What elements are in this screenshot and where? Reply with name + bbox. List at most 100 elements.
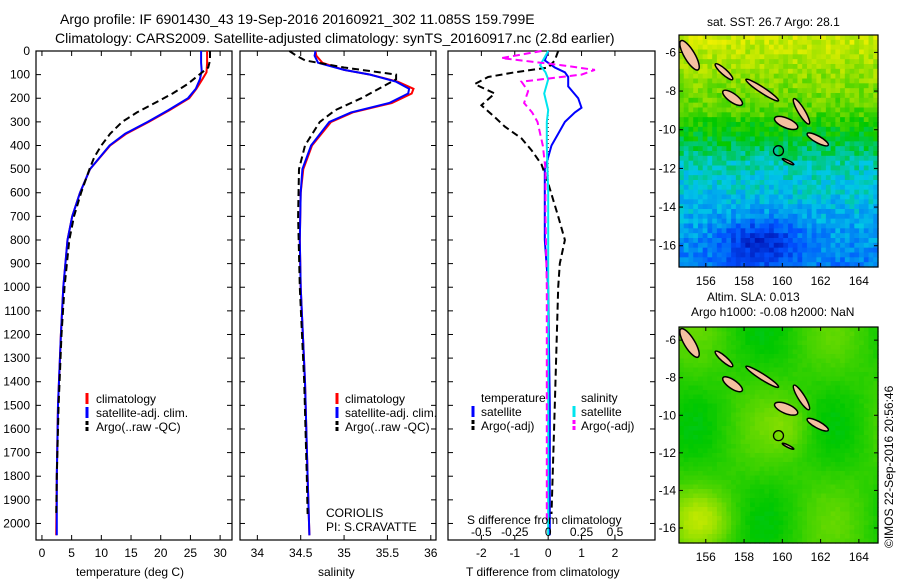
map-cell — [707, 448, 713, 454]
map-cell — [716, 417, 723, 423]
map-cell — [712, 466, 718, 472]
map-cell — [740, 49, 746, 55]
map-cell — [773, 475, 780, 481]
map-cell — [802, 189, 808, 196]
map-cell — [764, 39, 770, 46]
map-cell — [840, 358, 846, 364]
map-cell — [844, 493, 851, 499]
map-cell — [783, 336, 789, 342]
map-cell — [806, 354, 813, 360]
map-cell — [868, 35, 874, 41]
map-cell — [683, 180, 690, 186]
map-cell — [721, 117, 727, 123]
map-cell — [849, 484, 855, 490]
map-cell — [873, 199, 879, 205]
map-cell — [726, 484, 732, 490]
map-cell — [693, 498, 699, 504]
map-cell — [697, 107, 704, 113]
map-cell — [797, 516, 803, 522]
map-cell — [726, 516, 732, 522]
map-cell — [854, 59, 860, 65]
map-cell — [693, 97, 699, 104]
map-cell — [830, 184, 836, 191]
map-cell — [783, 502, 789, 508]
map-cell — [802, 448, 808, 454]
map-cell — [787, 189, 794, 196]
map-cell — [868, 218, 874, 225]
map-cell — [792, 180, 799, 186]
map-cell — [849, 238, 855, 244]
map-cell — [773, 444, 780, 450]
map-cell — [854, 327, 860, 333]
map-cell — [873, 107, 879, 113]
map-cell — [731, 358, 737, 364]
map-cell — [859, 412, 865, 418]
map-cell — [825, 88, 832, 94]
map-cell — [721, 59, 727, 65]
map-cell — [797, 126, 803, 133]
map-cell — [821, 430, 827, 436]
map-cell — [697, 247, 704, 254]
map-cell — [787, 78, 794, 84]
map-cell — [816, 358, 822, 364]
map-cell — [731, 73, 737, 80]
map-cell — [712, 78, 718, 84]
map-cell — [688, 367, 694, 373]
map-cell — [840, 426, 846, 432]
map-cell — [778, 529, 784, 535]
map-cell — [745, 453, 751, 459]
map-cell — [873, 180, 879, 186]
map-cell — [726, 170, 732, 176]
map-cell — [859, 511, 865, 517]
map-cell — [783, 529, 789, 535]
map-cell — [835, 160, 841, 167]
map-cell — [778, 430, 784, 436]
x-tick-label: 34.5 — [289, 546, 313, 560]
map-cell — [750, 466, 756, 472]
map-cell — [797, 327, 803, 333]
map-cell — [721, 453, 727, 459]
map-cell — [844, 228, 851, 234]
map-cell — [787, 242, 794, 249]
map-cell — [816, 385, 822, 391]
map-cell — [740, 238, 746, 244]
map-cell — [821, 475, 827, 481]
map-cell — [688, 155, 694, 162]
map-cell — [688, 466, 694, 472]
map-cell — [792, 529, 799, 535]
map-cell — [849, 444, 855, 450]
map-cell — [859, 520, 865, 526]
map-cell — [754, 64, 761, 70]
map-cell — [840, 430, 846, 436]
map-cell — [830, 444, 836, 450]
map-cell — [764, 126, 770, 133]
map-cell — [735, 534, 742, 540]
map-cell — [806, 59, 813, 65]
map-cell — [792, 457, 799, 463]
map-cell — [825, 59, 832, 65]
map-cell — [769, 194, 775, 200]
map-cell — [731, 39, 737, 46]
map-cell — [769, 345, 775, 351]
map-cell — [787, 136, 794, 142]
map-cell — [854, 430, 860, 436]
map-cell — [740, 97, 746, 104]
map-cell — [797, 44, 803, 51]
map-cell — [716, 502, 723, 508]
map-cell — [844, 340, 851, 346]
map-cell — [731, 83, 737, 89]
map-cell — [797, 484, 803, 490]
map-cell — [873, 444, 879, 450]
map-cell — [712, 170, 718, 176]
map-cell — [825, 439, 832, 445]
map-cell — [792, 498, 799, 504]
map-cell — [849, 146, 855, 152]
map-cell — [712, 39, 718, 46]
map-cell — [830, 213, 836, 220]
map-cell — [759, 385, 765, 391]
map-cell — [726, 448, 732, 454]
map-cell — [693, 372, 699, 378]
map-cell — [863, 426, 870, 432]
map-cell — [679, 262, 685, 268]
map-cell — [697, 49, 704, 55]
